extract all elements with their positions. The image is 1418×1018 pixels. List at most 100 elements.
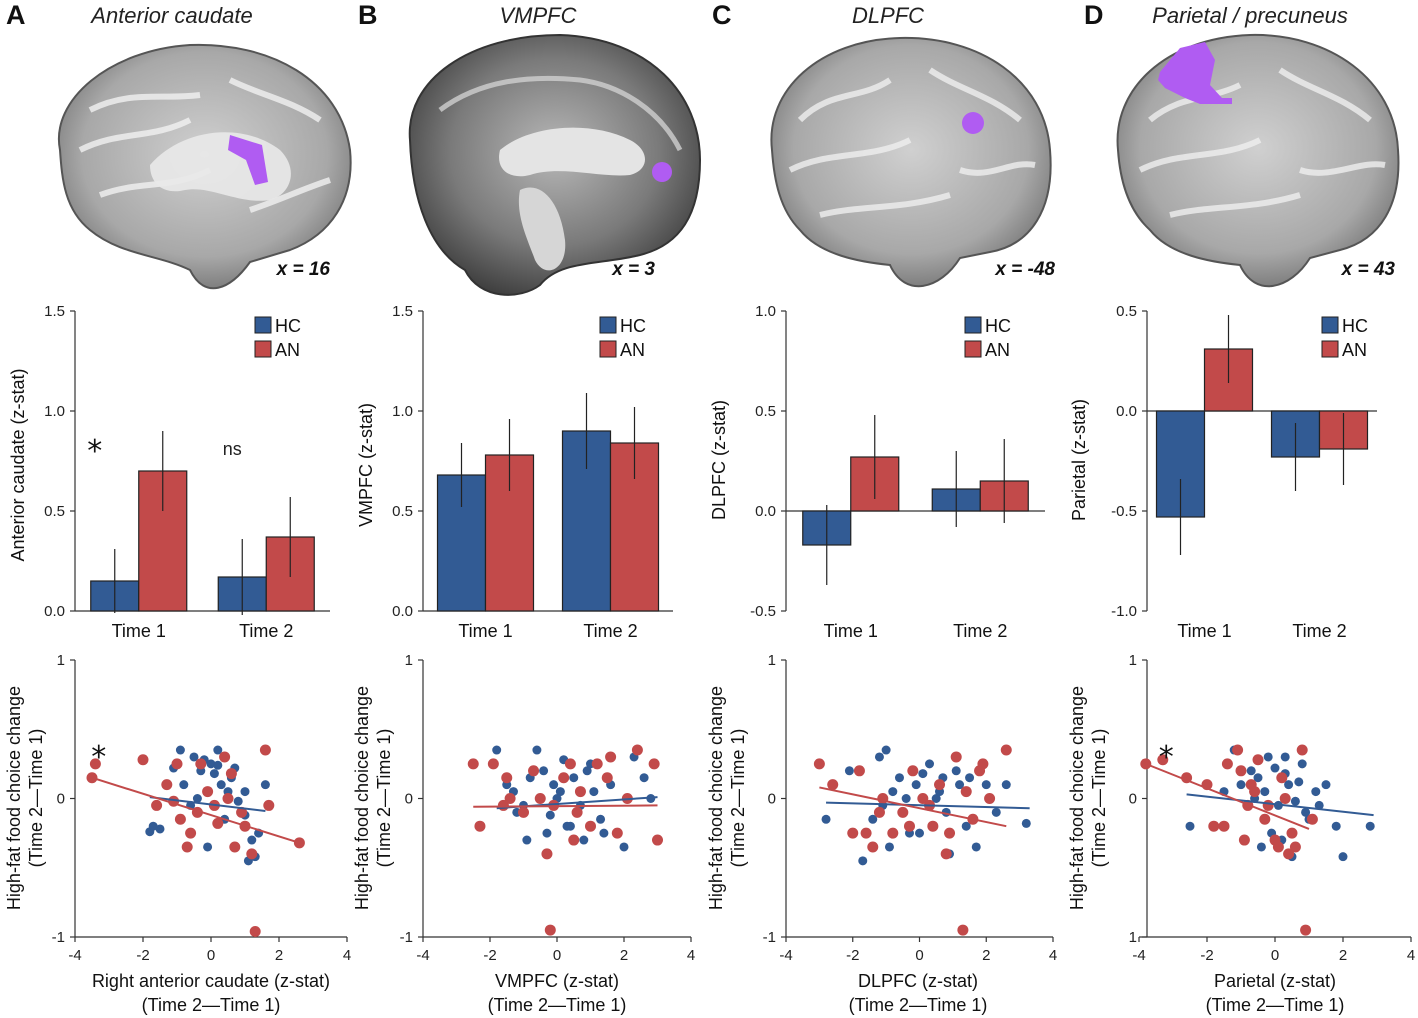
scatter-point-hc [858, 856, 868, 866]
scatter-point-an [847, 827, 859, 839]
region-title-b: VMPFC [500, 3, 577, 28]
bar-category-label: Time 2 [1292, 621, 1346, 641]
scatter-point-an [229, 841, 241, 853]
scatter-point-hc [260, 780, 270, 790]
scatter-x-tick-label: -2 [136, 947, 149, 964]
scatter-point-an [960, 786, 972, 798]
scatter-point-an [151, 799, 163, 811]
scatter-point-an [1157, 754, 1169, 766]
roi-dlpfc-marker [962, 112, 984, 134]
legend-swatch-an [1321, 340, 1339, 358]
panel-d-header: D Parietal / precuneus [1084, 0, 1348, 30]
scatter-point-an [501, 772, 513, 784]
panel-c-header: C DLPFC [712, 0, 924, 30]
scatter-xlabel-b-line1: VMPFC (z-stat) [495, 971, 619, 991]
panel-letter-a: A [6, 0, 26, 30]
legend-swatch-hc [964, 316, 982, 334]
scatter-xlabel-a-line2: (Time 2—Time 1) [142, 995, 281, 1015]
legend-label-hc: HC [275, 316, 301, 336]
scatter-ylabel-b-line1: High-fat food choice change [352, 686, 372, 910]
scatter-point-hc [1294, 777, 1304, 787]
scatter-point-hc [522, 835, 532, 845]
bar-y-tick-label: -1.0 [1111, 603, 1137, 620]
scatter-point-an [1296, 744, 1308, 756]
scatter-point-an [652, 834, 663, 846]
brain-image-a: x = 16 [57, 43, 352, 290]
scatter-y-tick-label: 0 [768, 791, 776, 808]
scatter-point-hc [619, 842, 629, 852]
scatter-point-an [185, 827, 197, 839]
panel-letter-b: B [358, 0, 378, 30]
scatter-point-hc [901, 794, 911, 803]
scatter-point-an [249, 925, 261, 937]
bar-y-tick-label: 1.0 [755, 303, 776, 320]
scatter-x-tick-label: 2 [620, 947, 628, 964]
scatter-point-an [174, 813, 186, 825]
scatter-point-an [1269, 834, 1281, 846]
scatter-point-an [528, 765, 540, 777]
roi-parietal-marker [1158, 42, 1232, 104]
legend-label-an: AN [620, 340, 645, 360]
scatter-point-hc [844, 766, 854, 776]
scatter-point-hc [1256, 842, 1266, 852]
scatter-point-an [202, 786, 214, 798]
scatter-point-an [544, 924, 556, 936]
scatter-point-an [927, 820, 939, 832]
scatter-point-an [236, 806, 248, 818]
bar-ylabel-a: Anterior caudate (z-stat) [8, 368, 28, 561]
fit-line-hc [149, 796, 266, 812]
scatter-point-hc [148, 821, 158, 831]
bar-y-tick-label: 0.5 [392, 503, 413, 520]
scatter-point-an [917, 793, 929, 804]
legend-swatch-an [964, 340, 982, 358]
bar-chart-vmpfc: VMPFC (z-stat) 0.0 0.5 1.0 1.5 Time 1 Time 2 [356, 303, 673, 641]
scatter-x-tick-label: 4 [343, 947, 351, 964]
scatter-point-hc [582, 766, 592, 776]
scatter-point-an [1289, 841, 1301, 853]
scatter-point-an [574, 786, 586, 798]
bar-y-tick-label: 1.0 [44, 403, 65, 420]
scatter-point-hc [821, 814, 831, 824]
scatter-point-hc [565, 821, 575, 831]
fit-line-an [819, 786, 1007, 828]
scatter-x-tick-label: 2 [275, 947, 283, 964]
scatter-point-an [137, 754, 149, 766]
scatter-ylabel-a-line1: High-fat food choice change [4, 686, 24, 910]
scatter-point-hc [542, 828, 552, 838]
scatter-point-hc [1270, 763, 1280, 773]
scatter-point-hc [925, 759, 935, 769]
bar-y-tick-label: 0.5 [1116, 303, 1137, 320]
legend-label-an: AN [1342, 340, 1367, 360]
scatter-point-an [263, 799, 275, 811]
legend-swatch-hc [254, 316, 272, 334]
legend-b: HC AN [599, 316, 646, 360]
scatter-point-hc [216, 780, 226, 790]
scatter-y-tick-label: 1 [1129, 652, 1137, 669]
scatter-point-an [1300, 924, 1312, 936]
scatter-y-tick-label: 1 [57, 652, 65, 669]
bar-chart-anterior-caudate: Anterior caudate (z-stat) 0.0 0.5 1.0 1.5 Ti… [8, 303, 330, 641]
scatter-x-tick-label: 4 [687, 947, 695, 964]
brain-image-d: x = 43 [1116, 33, 1400, 288]
scatter-point-an [601, 772, 613, 784]
scatter-x-tick-label: 0 [915, 947, 923, 964]
scatter-point-hc [971, 842, 981, 852]
scatter-xlabel-d-line2: (Time 2—Time 1) [1206, 995, 1345, 1015]
scatter-point-hc [569, 773, 579, 783]
scatter-point-an [1286, 827, 1298, 839]
scatter-point-an [171, 758, 183, 770]
scatter-y-tick-label: -1 [400, 929, 413, 946]
legend-label-hc: HC [1342, 316, 1368, 336]
scatter-point-hc [1185, 821, 1195, 831]
fit-line-hc [1186, 793, 1374, 817]
scatter-point-an [1208, 820, 1220, 832]
scatter-point-hc [555, 787, 565, 797]
bar-chart-parietal: Parietal (z-stat) -1.0 -0.5 0.0 0.5 Time 1 Ti… [1069, 303, 1377, 641]
bar-y-tick-label: 1.5 [44, 303, 65, 320]
panel-a-header: A Anterior caudate [6, 0, 253, 30]
bar-y-tick-label: 1.5 [392, 303, 413, 320]
scatter-ylabel-d-line2: (Time 2—Time 1) [1089, 729, 1109, 868]
scatter-xlabel-b-line2: (Time 2—Time 1) [488, 995, 627, 1015]
scatter-point-hc [1246, 766, 1256, 776]
